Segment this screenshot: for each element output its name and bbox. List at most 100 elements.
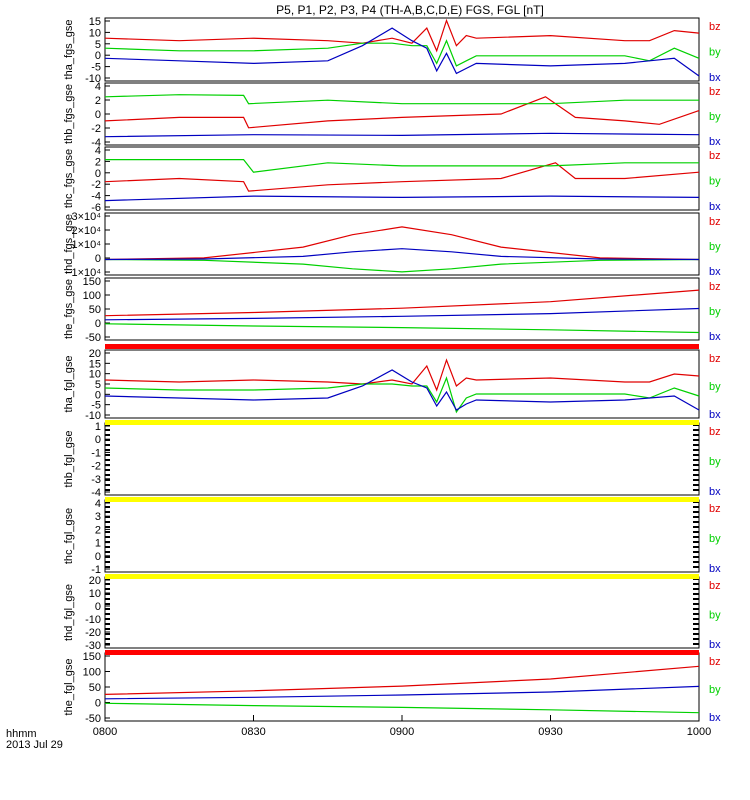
series-line-bx	[104, 195, 700, 202]
legend-label-by: by	[709, 47, 721, 59]
y-tick-label: -4	[91, 487, 101, 499]
y-tick-label: 0	[95, 601, 101, 613]
series-line-bz	[104, 358, 700, 392]
y-tick-label: 2	[95, 524, 101, 536]
y-tick-label: 20	[89, 575, 101, 587]
legend-label-bz: bz	[709, 656, 721, 668]
legend-label-bx: bx	[709, 72, 721, 84]
y-tick-label: 20	[89, 348, 101, 360]
y-tick-label: 150	[83, 651, 101, 663]
y-tick-label: 10	[89, 27, 101, 39]
y-tick-label: -2	[91, 179, 101, 191]
legend-label-bx: bx	[709, 201, 721, 213]
y-tick-label: 1	[95, 538, 101, 550]
series-line-bx	[104, 307, 700, 321]
series-line-by	[104, 702, 700, 714]
y-tick-label: -6	[91, 202, 101, 214]
y-tick-label: 50	[89, 682, 101, 694]
y-tick-label: 5	[95, 379, 101, 391]
series-line-bz	[104, 226, 700, 261]
panel: 150 100 50 0 -50 the_fgs_gse bz by bx	[63, 276, 721, 344]
x-tick-label: 1000	[687, 726, 711, 738]
y-axis-label: thb_fgs_gse	[63, 84, 75, 144]
y-tick-label: 10	[89, 588, 101, 600]
panel: 420-2-4-6 thc_fgs_gse bz by bx	[63, 145, 721, 214]
legend-label-by: by	[709, 306, 721, 318]
legend-label-bx: bx	[709, 409, 721, 421]
date-label: 2013 Jul 29	[6, 739, 63, 751]
panel: 432 10-1 thc_fgl_gse bz by bx	[63, 498, 721, 576]
y-tick-label: -4	[91, 191, 101, 203]
legend-label-by: by	[709, 456, 721, 468]
figure-title: P5, P1, P2, P3, P4 (TH-A,B,C,D,E) FGS, F…	[276, 3, 544, 17]
y-axis-label: thc_fgs_gse	[63, 149, 75, 208]
y-tick-label: −1×10⁴	[65, 267, 101, 279]
y-tick-label: 4	[95, 498, 101, 510]
y-tick-label: 0	[95, 434, 101, 446]
flag-bar	[105, 420, 699, 425]
y-tick-label: 3×10⁴	[71, 211, 101, 223]
y-tick-label: -20	[85, 627, 101, 639]
x-tick-label: 0800	[93, 726, 117, 738]
y-tick-label: -3	[91, 474, 101, 486]
legend-label-bz: bz	[709, 150, 721, 162]
y-tick-label: -10	[85, 614, 101, 626]
panel-frame	[104, 349, 700, 419]
series-line-bx	[104, 369, 700, 411]
y-tick-label: 0	[95, 50, 101, 62]
y-axis-label: thb_fgl_gse	[63, 431, 75, 488]
x-tick-label: 0930	[538, 726, 562, 738]
panel-frame	[104, 576, 700, 649]
y-tick-label: 15	[89, 16, 101, 28]
y-tick-label: -5	[91, 400, 101, 412]
flag-bar	[105, 650, 699, 655]
legend-label-bz: bz	[709, 426, 721, 438]
y-tick-label: -2	[91, 461, 101, 473]
y-tick-label: 2×10⁴	[71, 225, 101, 237]
y-axis-label: tha_fgl_gse	[63, 356, 75, 413]
panel-frame	[104, 499, 700, 573]
y-axis-label: thd_fgs_gse	[63, 214, 75, 274]
y-tick-label: -10	[85, 73, 101, 85]
x-tick-label: 0900	[390, 726, 414, 738]
y-tick-label: 1×10⁴	[71, 239, 101, 251]
series-line-by	[104, 323, 700, 334]
y-tick-label: 0	[95, 109, 101, 121]
y-tick-label: -1	[91, 564, 101, 576]
flag-bar	[105, 574, 699, 579]
series-line-bz	[104, 96, 700, 129]
y-tick-label: 4	[95, 145, 101, 157]
y-tick-label: 0	[95, 318, 101, 330]
y-tick-label: -1	[91, 447, 101, 459]
series-line-bz	[104, 289, 700, 317]
legend-label-bx: bx	[709, 563, 721, 575]
y-tick-label: 0	[95, 253, 101, 265]
series-line-bz	[104, 665, 700, 695]
legend-label-by: by	[709, 610, 721, 622]
flag-bar	[105, 497, 699, 502]
legend-label-by: by	[709, 176, 721, 188]
panel-frame	[104, 146, 700, 211]
x-tick-label: 0830	[241, 726, 265, 738]
y-tick-label: 3	[95, 511, 101, 523]
y-axis-label: the_fgl_gse	[63, 659, 75, 716]
panel-frame	[104, 212, 700, 276]
panel: 10-1 -2-3-4 thb_fgl_gse bz by bx	[63, 421, 721, 499]
series-line-bz	[104, 162, 700, 192]
y-tick-label: 15	[89, 358, 101, 370]
panel: 150 100 50 0 -50 the_fgl_gse bz by bx	[63, 651, 721, 725]
y-tick-label: 100	[83, 667, 101, 679]
y-tick-label: -50	[85, 713, 101, 725]
y-axis-label: the_fgs_gse	[63, 279, 75, 339]
y-tick-label: 5	[95, 39, 101, 51]
legend-label-bx: bx	[709, 486, 721, 498]
y-tick-label: -4	[91, 137, 101, 149]
legend-label-bx: bx	[709, 712, 721, 724]
y-tick-label: 2	[95, 95, 101, 107]
legend-label-bx: bx	[709, 266, 721, 278]
y-tick-label: 50	[89, 304, 101, 316]
legend-label-by: by	[709, 533, 721, 545]
